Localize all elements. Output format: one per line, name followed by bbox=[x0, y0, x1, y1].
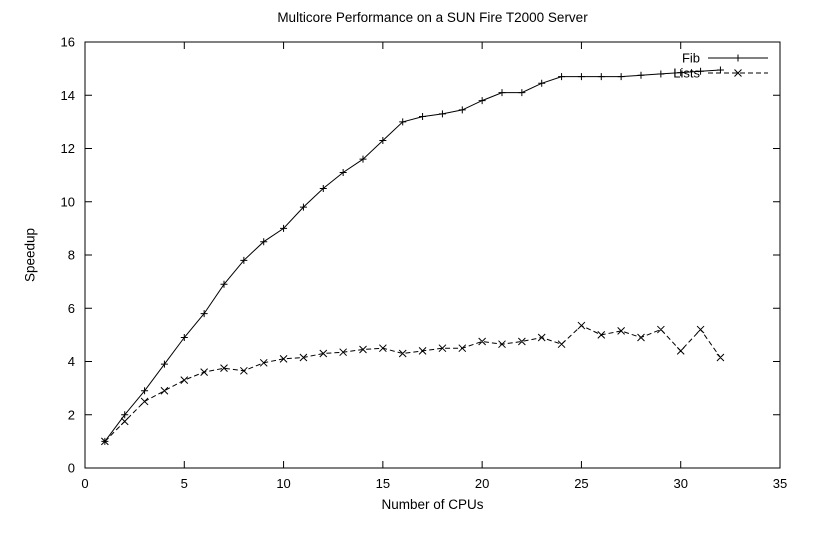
legend-marker-lists bbox=[734, 69, 742, 77]
x-tick-label: 5 bbox=[181, 476, 188, 491]
chart-title: Multicore Performance on a SUN Fire T200… bbox=[277, 10, 588, 25]
y-tick-label: 16 bbox=[61, 35, 75, 50]
x-tick-label: 30 bbox=[673, 476, 687, 491]
legend-label-lists: Lists bbox=[673, 66, 700, 81]
x-tick-label: 25 bbox=[574, 476, 588, 491]
y-tick-label: 8 bbox=[68, 248, 75, 263]
x-tick-label: 20 bbox=[475, 476, 489, 491]
x-tick-label: 15 bbox=[376, 476, 390, 491]
y-tick-label: 0 bbox=[68, 461, 75, 476]
x-tick-label: 35 bbox=[773, 476, 787, 491]
series-markers-fib bbox=[101, 66, 724, 445]
y-tick-label: 2 bbox=[68, 407, 75, 422]
y-tick-label: 10 bbox=[61, 194, 75, 209]
series-markers-lists bbox=[101, 321, 725, 446]
y-axis-label: Speedup bbox=[22, 227, 38, 283]
y-tick-label: 14 bbox=[61, 88, 75, 103]
y-tick-label: 4 bbox=[68, 354, 75, 369]
x-axis-label: Number of CPUs bbox=[381, 497, 484, 512]
x-tick-label: 0 bbox=[81, 476, 88, 491]
x-tick-label: 10 bbox=[276, 476, 290, 491]
y-tick-label: 12 bbox=[61, 141, 75, 156]
y-tick-label: 6 bbox=[68, 301, 75, 316]
legend-marker-fib bbox=[734, 54, 742, 62]
legend-label-fib: Fib bbox=[682, 51, 700, 66]
plot-border bbox=[84, 41, 781, 469]
series-line-lists bbox=[104, 325, 721, 442]
series-line-fib bbox=[104, 69, 721, 442]
